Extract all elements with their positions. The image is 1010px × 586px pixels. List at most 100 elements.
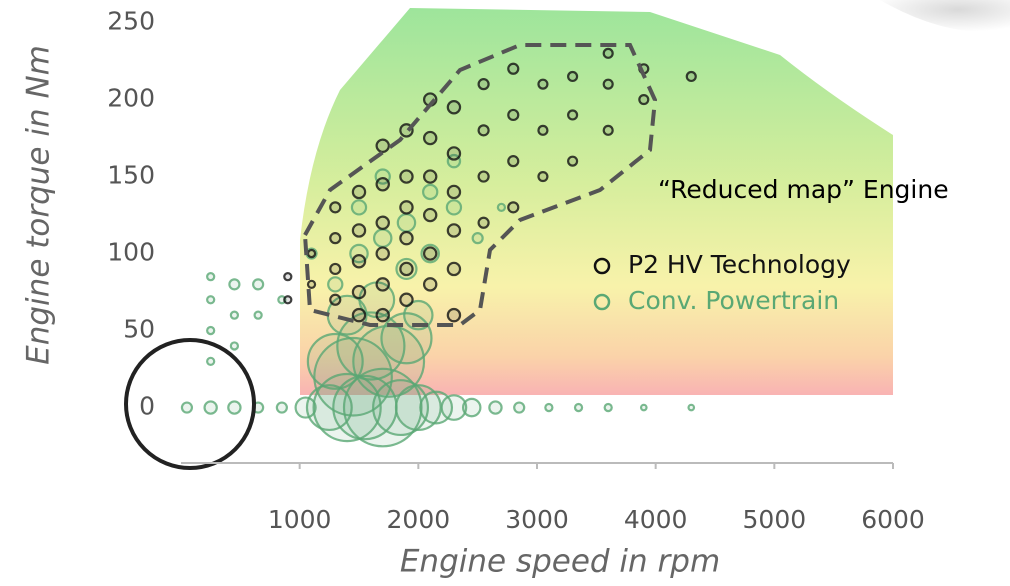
y-tick-label: 100 (107, 238, 155, 267)
y-tick-label: 150 (107, 161, 155, 190)
bubble (399, 169, 414, 184)
bubble (283, 295, 293, 305)
bubble (227, 400, 242, 415)
bubble (603, 402, 613, 413)
x-tick-label: 3000 (505, 505, 569, 534)
bubble (399, 200, 414, 215)
bubble (253, 310, 263, 320)
bubble (375, 277, 390, 292)
legend-marker (593, 293, 611, 311)
x-tick-label: 4000 (624, 505, 688, 534)
y-tick-label: 0 (139, 392, 155, 421)
bubble (446, 146, 462, 161)
bubble (445, 199, 463, 216)
bubble (567, 109, 579, 121)
bubble (602, 124, 614, 136)
bubble (477, 78, 490, 91)
x-tick-label: 2000 (387, 505, 451, 534)
bubble (471, 232, 484, 245)
bubble (375, 215, 390, 230)
bubble (461, 397, 482, 418)
bubble (375, 246, 390, 261)
bubble (488, 400, 503, 415)
x-tick-label: 1000 (268, 505, 332, 534)
bubble (685, 70, 697, 83)
bubble (180, 401, 194, 414)
points (180, 47, 697, 448)
bubble (342, 367, 423, 448)
bubble (422, 183, 439, 201)
bubble (477, 170, 490, 183)
bubble (422, 277, 438, 292)
bubble (638, 93, 650, 106)
bubble (229, 310, 240, 320)
bubble (351, 284, 367, 300)
bubble (507, 108, 520, 122)
legend-label: P2 HV Technology (628, 250, 851, 279)
bubble (375, 307, 390, 323)
bubble (375, 177, 390, 192)
bubble (513, 401, 526, 414)
bubble (496, 202, 507, 212)
bubble (446, 261, 462, 277)
reduced-map-outline (302, 43, 658, 327)
x-tick-label: 6000 (861, 505, 925, 534)
bubble (446, 100, 462, 115)
bubble (275, 401, 288, 414)
bubble (639, 403, 648, 412)
bubble (477, 124, 490, 137)
legend-marker (593, 257, 611, 275)
bubble (283, 272, 293, 282)
y-tick-label: 50 (123, 315, 155, 344)
bubble (567, 155, 579, 167)
bubble (329, 293, 342, 306)
bubble (537, 170, 549, 183)
bubble (687, 403, 696, 412)
bubble (399, 261, 414, 277)
bubble (399, 292, 414, 307)
x-axis-title: Engine speed in rpm (400, 544, 720, 580)
bubble (446, 307, 462, 323)
idle-highlight-circle (124, 338, 256, 470)
bubble (228, 278, 241, 291)
bubble (602, 47, 614, 59)
bubble (252, 278, 265, 291)
bubble (396, 212, 417, 233)
bubble (507, 155, 520, 168)
bubble (372, 228, 393, 248)
bubble (422, 246, 438, 261)
bubble (507, 62, 520, 75)
bubble (477, 216, 490, 229)
bubble (544, 402, 554, 413)
bubble (602, 78, 614, 90)
bubble (440, 394, 468, 421)
bubble (375, 138, 390, 153)
bubble (446, 223, 462, 238)
bubble (537, 78, 549, 90)
bubble (351, 307, 367, 323)
bubble (329, 262, 342, 276)
y-axis-title: Engine torque in Nm (21, 45, 57, 365)
x-tick-label: 5000 (743, 505, 807, 534)
bubble (351, 184, 367, 200)
bubble (306, 279, 317, 289)
bubble (399, 230, 414, 246)
bubble (206, 325, 216, 336)
bubble (329, 232, 342, 245)
bubble (573, 402, 584, 413)
bubble (294, 396, 317, 419)
bubble (350, 199, 368, 216)
bubble (351, 223, 367, 238)
bubble (422, 130, 438, 146)
bubble (203, 400, 218, 415)
bubble (422, 207, 438, 223)
bubble (351, 254, 367, 269)
bubble (306, 248, 317, 259)
bubble (327, 276, 344, 293)
bubble (403, 299, 434, 331)
y-tick-label: 200 (107, 84, 155, 113)
bubble (312, 372, 382, 443)
bubble (206, 295, 216, 305)
bubble (229, 341, 240, 351)
